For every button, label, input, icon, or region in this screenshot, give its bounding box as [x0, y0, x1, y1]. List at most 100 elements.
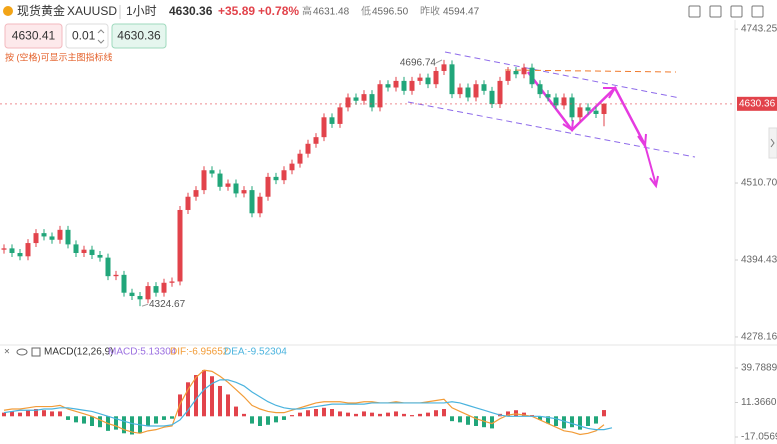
tool-icon[interactable] — [709, 5, 722, 18]
candle-body — [161, 282, 167, 293]
tool-icon[interactable] — [751, 5, 764, 18]
candle-body — [49, 236, 55, 240]
candle-body — [473, 84, 479, 98]
macd-bar — [562, 416, 566, 429]
macd-bar — [266, 416, 270, 425]
candle-body — [33, 233, 39, 244]
macd-bar — [122, 416, 126, 434]
candle-body — [241, 190, 247, 194]
annotation-leader — [141, 303, 149, 307]
macd-bar — [298, 412, 302, 417]
macd-bar — [250, 416, 254, 424]
horizontal-line[interactable] — [504, 69, 677, 73]
macd-bar — [410, 415, 414, 417]
symbol-icon — [3, 6, 13, 16]
annotation-leader — [435, 59, 443, 64]
hint: 按 (空格)可显示主图指标线 — [5, 51, 113, 62]
candle-body — [281, 170, 287, 181]
macd-bar — [402, 413, 406, 417]
candle-body — [193, 190, 199, 197]
macd-bar — [74, 416, 78, 423]
macd-bar — [594, 416, 598, 424]
macd-bar — [570, 416, 574, 428]
macd-bar — [554, 416, 558, 426]
prev-close-value: 4594.47 — [443, 7, 480, 18]
macd-bar — [2, 412, 6, 417]
candle-body — [297, 153, 303, 164]
path-arrow[interactable] — [527, 71, 647, 146]
macd-bar — [226, 394, 230, 417]
candle-body — [529, 67, 535, 85]
candle-body — [201, 170, 207, 191]
trend-line[interactable] — [407, 101, 696, 158]
lot-stepper[interactable] — [97, 29, 105, 44]
macd-bar — [218, 385, 222, 417]
candle-body — [169, 281, 175, 283]
candle-body — [41, 233, 47, 237]
macd-bar — [394, 411, 398, 417]
macd-bar — [18, 412, 22, 417]
buy-button[interactable] — [111, 23, 167, 49]
sell-button[interactable] — [4, 23, 63, 49]
prev-close-label: 昨收 — [420, 5, 440, 18]
macd-bar — [386, 412, 390, 417]
toolbar — [688, 5, 764, 18]
high-value: 4631.48 — [313, 7, 350, 18]
arrow-head — [562, 119, 574, 132]
macd-bar — [490, 416, 494, 429]
candle-body — [513, 70, 519, 75]
macd-bar — [242, 413, 246, 417]
last-price-box — [737, 96, 777, 111]
candle-body — [249, 190, 255, 214]
y-tick-label: -17.05696 — [741, 432, 777, 443]
settings-icon[interactable] — [31, 347, 41, 357]
symbol-name[interactable]: 现货黄金 — [17, 3, 65, 18]
candle-body — [97, 254, 103, 258]
candle-body — [561, 97, 567, 106]
macd-bar — [530, 415, 534, 417]
close-icon[interactable]: × — [4, 347, 10, 358]
candle-body — [521, 67, 527, 75]
macd-bar — [426, 412, 430, 417]
path-arrow[interactable] — [644, 144, 657, 186]
candle-body — [177, 209, 183, 282]
tool-icon[interactable] — [730, 5, 743, 18]
candle-body — [265, 176, 271, 197]
macd-bar — [322, 407, 326, 417]
candle-body — [417, 77, 423, 81]
macd-bar — [586, 416, 590, 426]
low-annotation: 4324.67 — [149, 299, 186, 310]
tool-icon[interactable] — [688, 5, 701, 18]
macd-bar — [34, 409, 38, 417]
symbol-code[interactable]: XAUUSD — [67, 4, 117, 18]
lot-input[interactable] — [65, 23, 109, 49]
interval[interactable]: 1小时 — [126, 4, 157, 18]
macd-bar — [194, 375, 198, 417]
macd-bar — [274, 416, 278, 423]
macd-bar — [66, 416, 70, 420]
last-price-label: 4630.36 — [739, 98, 776, 109]
macd-bar — [130, 416, 134, 435]
macd-bar — [234, 406, 238, 417]
high-annotation: 4696.74 — [400, 58, 437, 69]
macd-bar — [170, 416, 174, 419]
macd-bar — [306, 410, 310, 417]
candle-body — [577, 107, 583, 118]
candle-body — [81, 249, 87, 253]
side-tab[interactable] — [768, 127, 777, 159]
macd-bar — [362, 411, 366, 417]
macd-bar — [442, 409, 446, 417]
trend-line[interactable] — [444, 51, 681, 99]
y-tick-label: 4510.70 — [741, 178, 777, 189]
candle-body — [145, 286, 151, 300]
macd-bar — [82, 416, 86, 424]
macd-bar — [50, 411, 54, 417]
candle-body — [345, 97, 351, 108]
y-tick-label: 11.36601 — [741, 397, 777, 408]
candle-body — [65, 229, 71, 245]
macd-bar — [26, 410, 30, 417]
eye-icon[interactable] — [16, 348, 28, 356]
dea-line — [3, 379, 613, 431]
low-label: 低 — [361, 5, 371, 18]
macd-bar — [506, 411, 510, 417]
